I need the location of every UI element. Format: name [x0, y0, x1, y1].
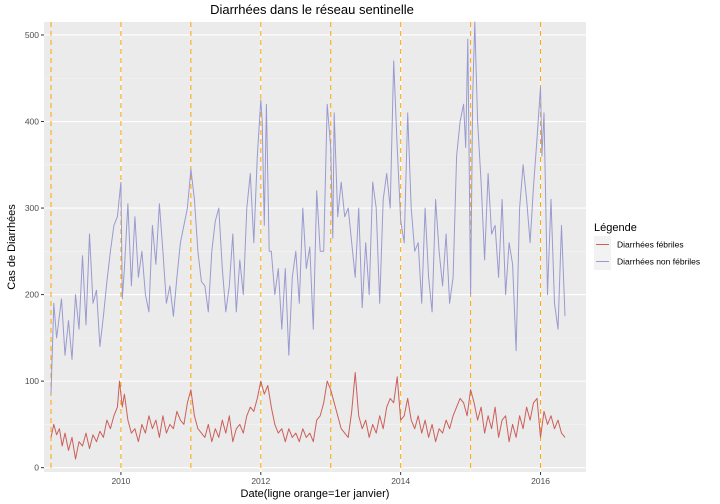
x-tick-label: 2010	[111, 476, 130, 486]
legend: Légende Diarrhées fébriles Diarrhées non …	[594, 222, 700, 270]
legend-title: Légende	[594, 222, 637, 234]
legend-label: Diarrhées non fébriles	[617, 257, 700, 267]
x-tick-label: 2012	[251, 476, 270, 486]
y-axis-ticks: 0 100 200 300 400 500	[25, 30, 44, 473]
x-axis-label: Date(ligne orange=1er janvier)	[241, 488, 390, 500]
legend-item: Diarrhées fébriles	[594, 236, 684, 253]
y-axis-label: Cas de Diarrhées	[6, 204, 18, 290]
x-tick-label: 2016	[531, 476, 550, 486]
series-line	[50, 21, 566, 395]
y-tick-label: 500	[25, 30, 39, 40]
y-tick-label: 400	[25, 117, 39, 127]
legend-label: Diarrhées fébriles	[617, 240, 684, 250]
legend-item: Diarrhées non fébriles	[594, 253, 700, 270]
x-axis-ticks: 2010 2012 2014 2016	[111, 472, 550, 486]
series-layer	[50, 21, 566, 460]
y-tick-label: 100	[25, 376, 39, 386]
x-tick-label: 2014	[391, 476, 410, 486]
chart-title: Diarrhées dans le réseau sentinelle	[210, 2, 414, 17]
y-tick-label: 0	[34, 463, 39, 473]
y-tick-label: 200	[25, 290, 39, 300]
series-line	[50, 372, 566, 460]
january-lines	[50, 22, 542, 472]
y-tick-label: 300	[25, 203, 39, 213]
